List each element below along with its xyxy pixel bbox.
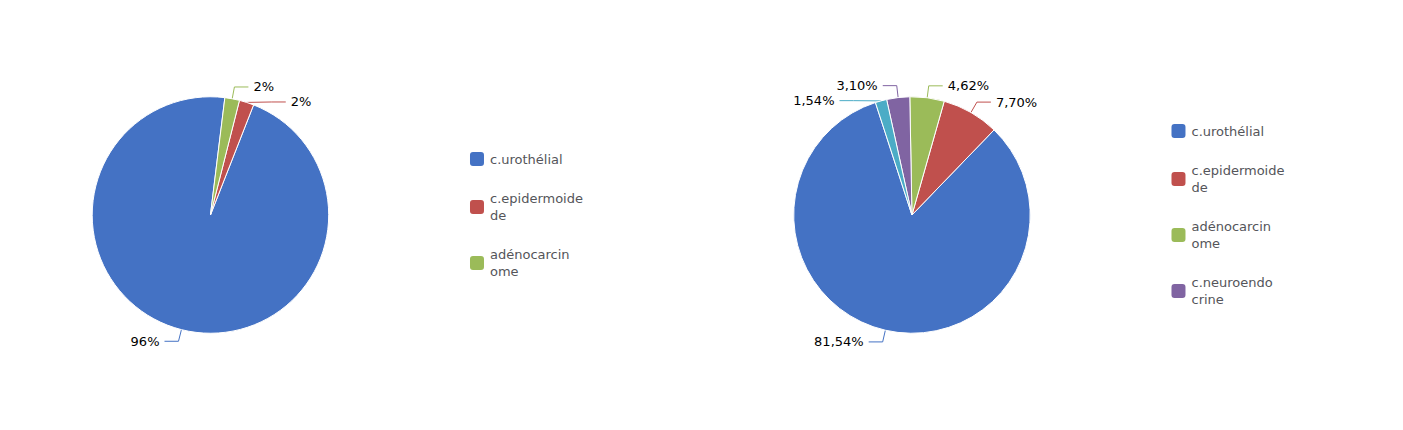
svg-text:adénocarcin: adénocarcin	[490, 247, 570, 262]
svg-text:96%: 96%	[131, 334, 160, 349]
svg-text:7,70%: 7,70%	[996, 95, 1037, 110]
svg-text:1,54%: 1,54%	[793, 93, 834, 108]
svg-text:2%: 2%	[291, 94, 312, 109]
svg-text:c.epidermoide: c.epidermoide	[490, 191, 583, 206]
svg-text:ome: ome	[490, 264, 519, 279]
svg-text:c.urothélial: c.urothélial	[1191, 124, 1264, 139]
svg-text:crine: crine	[1191, 292, 1223, 307]
svg-text:81,54%: 81,54%	[814, 334, 864, 349]
svg-text:ome: ome	[1191, 236, 1220, 251]
svg-text:2%: 2%	[253, 79, 274, 94]
svg-text:c.epidermoide: c.epidermoide	[1191, 163, 1284, 178]
svg-text:c.urothélial: c.urothélial	[490, 152, 563, 167]
svg-text:c.neuroendo: c.neuroendo	[1191, 275, 1272, 290]
svg-text:de: de	[490, 208, 506, 223]
svg-text:de: de	[1191, 180, 1207, 195]
svg-text:adénocarcin: adénocarcin	[1191, 219, 1271, 234]
svg-text:4,62%: 4,62%	[948, 78, 989, 93]
svg-text:3,10%: 3,10%	[836, 78, 877, 93]
